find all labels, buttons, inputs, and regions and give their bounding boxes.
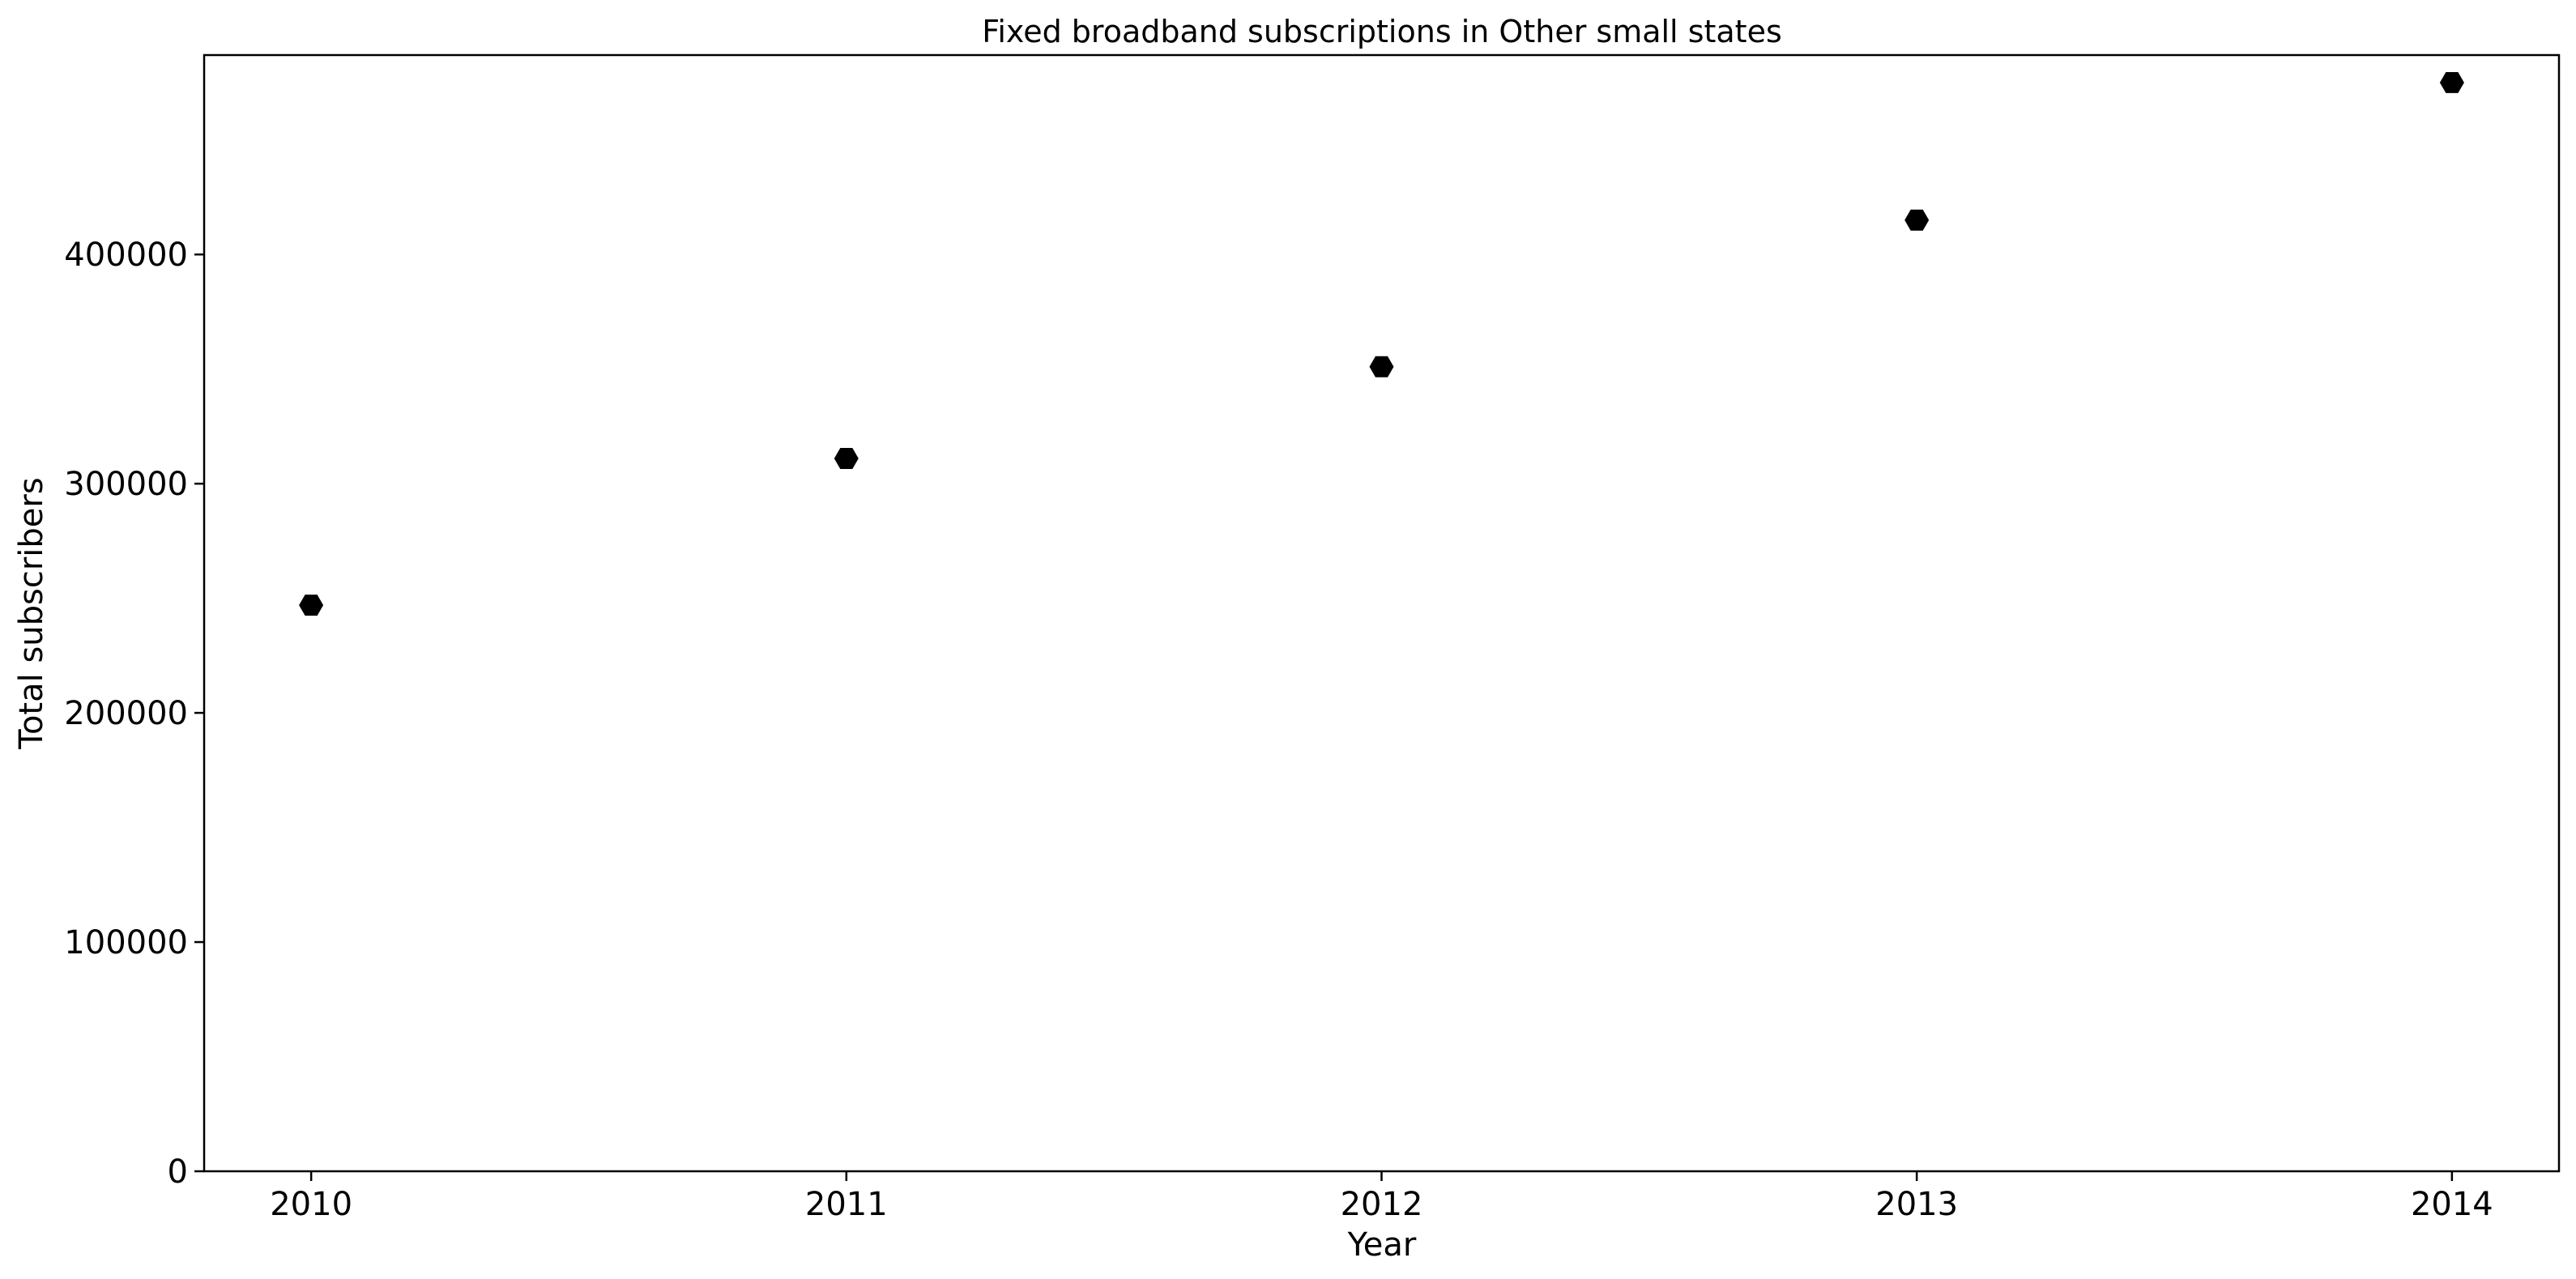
x-tick-label: 2011 (805, 1186, 888, 1223)
x-tick-label: 2013 (1875, 1186, 1958, 1223)
y-tick-label: 200000 (64, 695, 188, 732)
chart-title: Fixed broadband subscriptions in Other s… (982, 14, 1782, 49)
x-axis: 2010 2011 2012 2013 2014 (270, 1171, 2493, 1223)
data-points (299, 72, 2464, 616)
x-tick-label: 2012 (1341, 1186, 1423, 1223)
y-axis: 0 100000 200000 300000 400000 (64, 237, 204, 1191)
y-tick-label: 100000 (64, 924, 188, 961)
y-tick-label: 300000 (64, 466, 188, 503)
data-point (834, 448, 859, 469)
data-point (1369, 356, 1394, 377)
y-axis-label: Total subscribers (13, 477, 50, 749)
data-point (2439, 72, 2464, 93)
x-tick-label: 2014 (2411, 1186, 2493, 1223)
x-tick-label: 2010 (270, 1186, 352, 1223)
data-point (1904, 209, 1930, 231)
plot-area (203, 53, 2561, 1173)
data-point (299, 595, 324, 616)
y-tick-label: 0 (168, 1153, 188, 1191)
x-axis-label: Year (1347, 1226, 1417, 1264)
y-tick-label: 400000 (64, 237, 188, 274)
